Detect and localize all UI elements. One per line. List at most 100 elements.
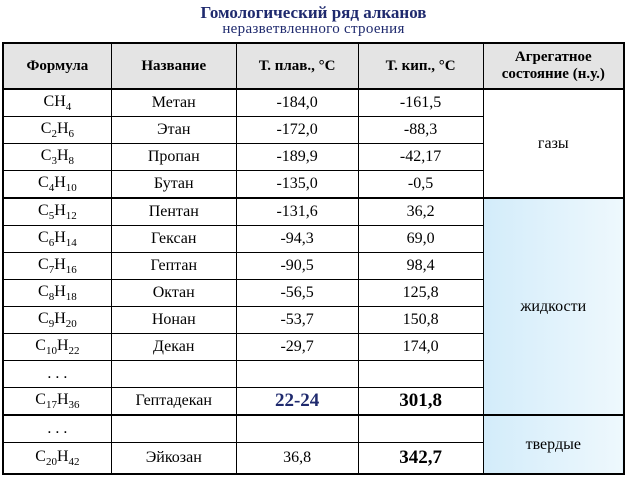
formula-element: H [54, 309, 66, 327]
formula-element: H [56, 146, 69, 164]
cell: 174,0 [357, 333, 484, 361]
formula-index: 8 [68, 155, 75, 168]
formula-element: C [38, 173, 49, 191]
formula-element: H [54, 201, 66, 219]
cell: 125,8 [357, 279, 484, 307]
cell: -29,7 [235, 333, 359, 361]
formula-element: C [40, 146, 52, 164]
empty-cell [110, 360, 237, 388]
cell: -53,7 [235, 306, 359, 334]
empty-cell [110, 414, 237, 443]
formula-element: C [38, 255, 49, 273]
formula-element: C [38, 201, 49, 219]
empty-cell [235, 360, 359, 388]
column-header: Название [110, 42, 237, 90]
cell: Октан [110, 279, 237, 307]
formula-index: 6 [68, 128, 75, 141]
cell: Эйкозан [110, 442, 237, 475]
formula-cell: CH4 [2, 88, 112, 117]
cell: -189,9 [235, 143, 359, 171]
formula-index: 36 [68, 399, 80, 412]
formula-cell: C3H8 [2, 143, 112, 171]
table-row: . . . [2, 360, 624, 388]
header-row: Формула Название Т. плав., °С Т. кип., °С Аг… [2, 42, 625, 90]
table-row: C5H12 Пентан -131,6 36,2 жидкости [2, 197, 625, 416]
formula-element: H [54, 282, 66, 300]
cell: 69,0 [357, 225, 484, 253]
cell: -42,17 [357, 143, 484, 171]
formula-index: 22 [68, 345, 80, 358]
title: Гомологический ряд алканов [200, 3, 427, 22]
state-cell: твердые [482, 414, 625, 475]
cell: -94,3 [235, 225, 359, 253]
cell: 301,8 [357, 387, 484, 416]
cell: Гептан [110, 252, 237, 280]
formula-index: 17 [45, 399, 57, 412]
formula-element: C [40, 119, 52, 137]
formula-element: H [54, 92, 66, 110]
table-row: C10H22 Декан -29,7 174,0 [2, 333, 624, 361]
table-row: C4H10 Бутан -135,0 -0,5 [2, 170, 624, 199]
formula-index: 20 [45, 456, 57, 469]
formula-element: C [38, 282, 49, 300]
formula-index: 10 [65, 182, 77, 195]
formula-index: 20 [65, 318, 77, 331]
formula-element: H [56, 390, 69, 408]
formula-cell: C6H14 [2, 225, 112, 253]
formula-index: 4 [65, 101, 72, 114]
cell: -184,0 [235, 88, 359, 117]
column-header: Т. плав., °С [235, 42, 359, 90]
formula-index: 7 [48, 264, 55, 277]
table-row: C17H36 Гептадекан 22-24 301,8 [2, 387, 624, 416]
cell: . . . [2, 360, 112, 388]
formula-index: 5 [48, 210, 55, 223]
formula-index: 6 [48, 237, 55, 250]
formula-cell: C4H10 [2, 170, 112, 199]
cell: Этан [110, 116, 237, 144]
cell: -131,6 [235, 197, 359, 226]
formula-element: H [56, 119, 69, 137]
cell: Гексан [110, 225, 237, 253]
cell: -88,3 [357, 116, 484, 144]
formula-cell: C7H16 [2, 252, 112, 280]
cell: 36,2 [357, 197, 484, 226]
cell: 22-24 [235, 387, 359, 416]
formula-cell: C9H20 [2, 306, 112, 334]
table-row: C9H20 Нонан -53,7 150,8 [2, 306, 624, 334]
formula-index: 18 [65, 291, 77, 304]
cell: Пентан [110, 197, 237, 226]
column-header: Формула [2, 42, 112, 90]
formula-element: H [56, 447, 69, 465]
formula-element: C [43, 92, 55, 110]
formula-element: C [35, 336, 46, 354]
alkanes-table: Формула Название Т. плав., °С Т. кип., °С Аг… [2, 42, 625, 475]
formula-index: 12 [65, 210, 77, 223]
column-header: Т. кип., °С [357, 42, 484, 90]
cell: -90,5 [235, 252, 359, 280]
cell: Метан [110, 88, 237, 117]
state-cell: жидкости [482, 197, 625, 416]
formula-index: 4 [48, 182, 55, 195]
cell: -135,0 [235, 170, 359, 199]
formula-element: C [38, 309, 49, 327]
formula-index: 9 [48, 318, 55, 331]
empty-cell [235, 414, 359, 443]
formula-index: 2 [51, 128, 57, 141]
cell: 342,7 [357, 442, 484, 475]
table-row: C7H16 Гептан -90,5 98,4 [2, 252, 624, 280]
formula-element: H [56, 336, 69, 354]
formula-element: H [54, 173, 66, 191]
formula-cell: C8H18 [2, 279, 112, 307]
cell: 36,8 [235, 442, 359, 475]
formula-index: 16 [65, 264, 77, 277]
cell: -0,5 [357, 170, 484, 199]
formula-cell: C5H12 [2, 197, 112, 226]
cell: Пропан [110, 143, 237, 171]
formula-index: 3 [51, 155, 57, 168]
cell: 98,4 [357, 252, 484, 280]
empty-cell [357, 414, 484, 443]
cell: Декан [110, 333, 237, 361]
formula-cell: C10H22 [2, 333, 112, 361]
cell: 150,8 [357, 306, 484, 334]
